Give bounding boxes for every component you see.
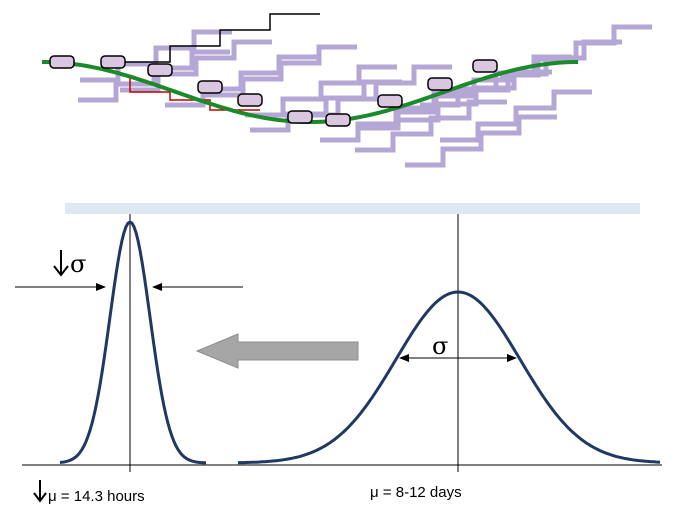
marker — [325, 113, 351, 127]
mean-label: μ = 8-12 days — [370, 484, 462, 501]
divider-band — [65, 203, 640, 214]
narrow-distribution — [59, 220, 207, 465]
path-step — [300, 64, 452, 118]
marker — [197, 80, 223, 94]
path-step — [405, 114, 557, 168]
marker — [287, 110, 313, 124]
path-step — [245, 64, 397, 118]
path-step — [420, 54, 572, 108]
wide-distribution — [237, 290, 661, 465]
marker — [237, 93, 263, 107]
path-step — [120, 13, 320, 63]
decrease-arrow — [53, 250, 69, 277]
decrease-arrow — [33, 480, 47, 503]
path-step — [80, 29, 232, 83]
mean-label: μ = 14.3 hours — [48, 488, 145, 505]
path-step — [129, 75, 260, 111]
staircase-diagram — [42, 13, 652, 168]
marker — [427, 77, 453, 91]
path-step — [250, 79, 402, 133]
marker — [49, 55, 75, 69]
marker — [472, 59, 498, 73]
marker — [377, 94, 403, 108]
marker — [147, 63, 173, 77]
path-step — [205, 44, 357, 98]
marker — [100, 55, 126, 69]
path-step — [440, 89, 592, 143]
shift-arrow — [195, 333, 359, 369]
sigma-label: σ — [70, 250, 86, 278]
sigma-label: σ — [432, 332, 448, 360]
path-step — [500, 24, 652, 78]
